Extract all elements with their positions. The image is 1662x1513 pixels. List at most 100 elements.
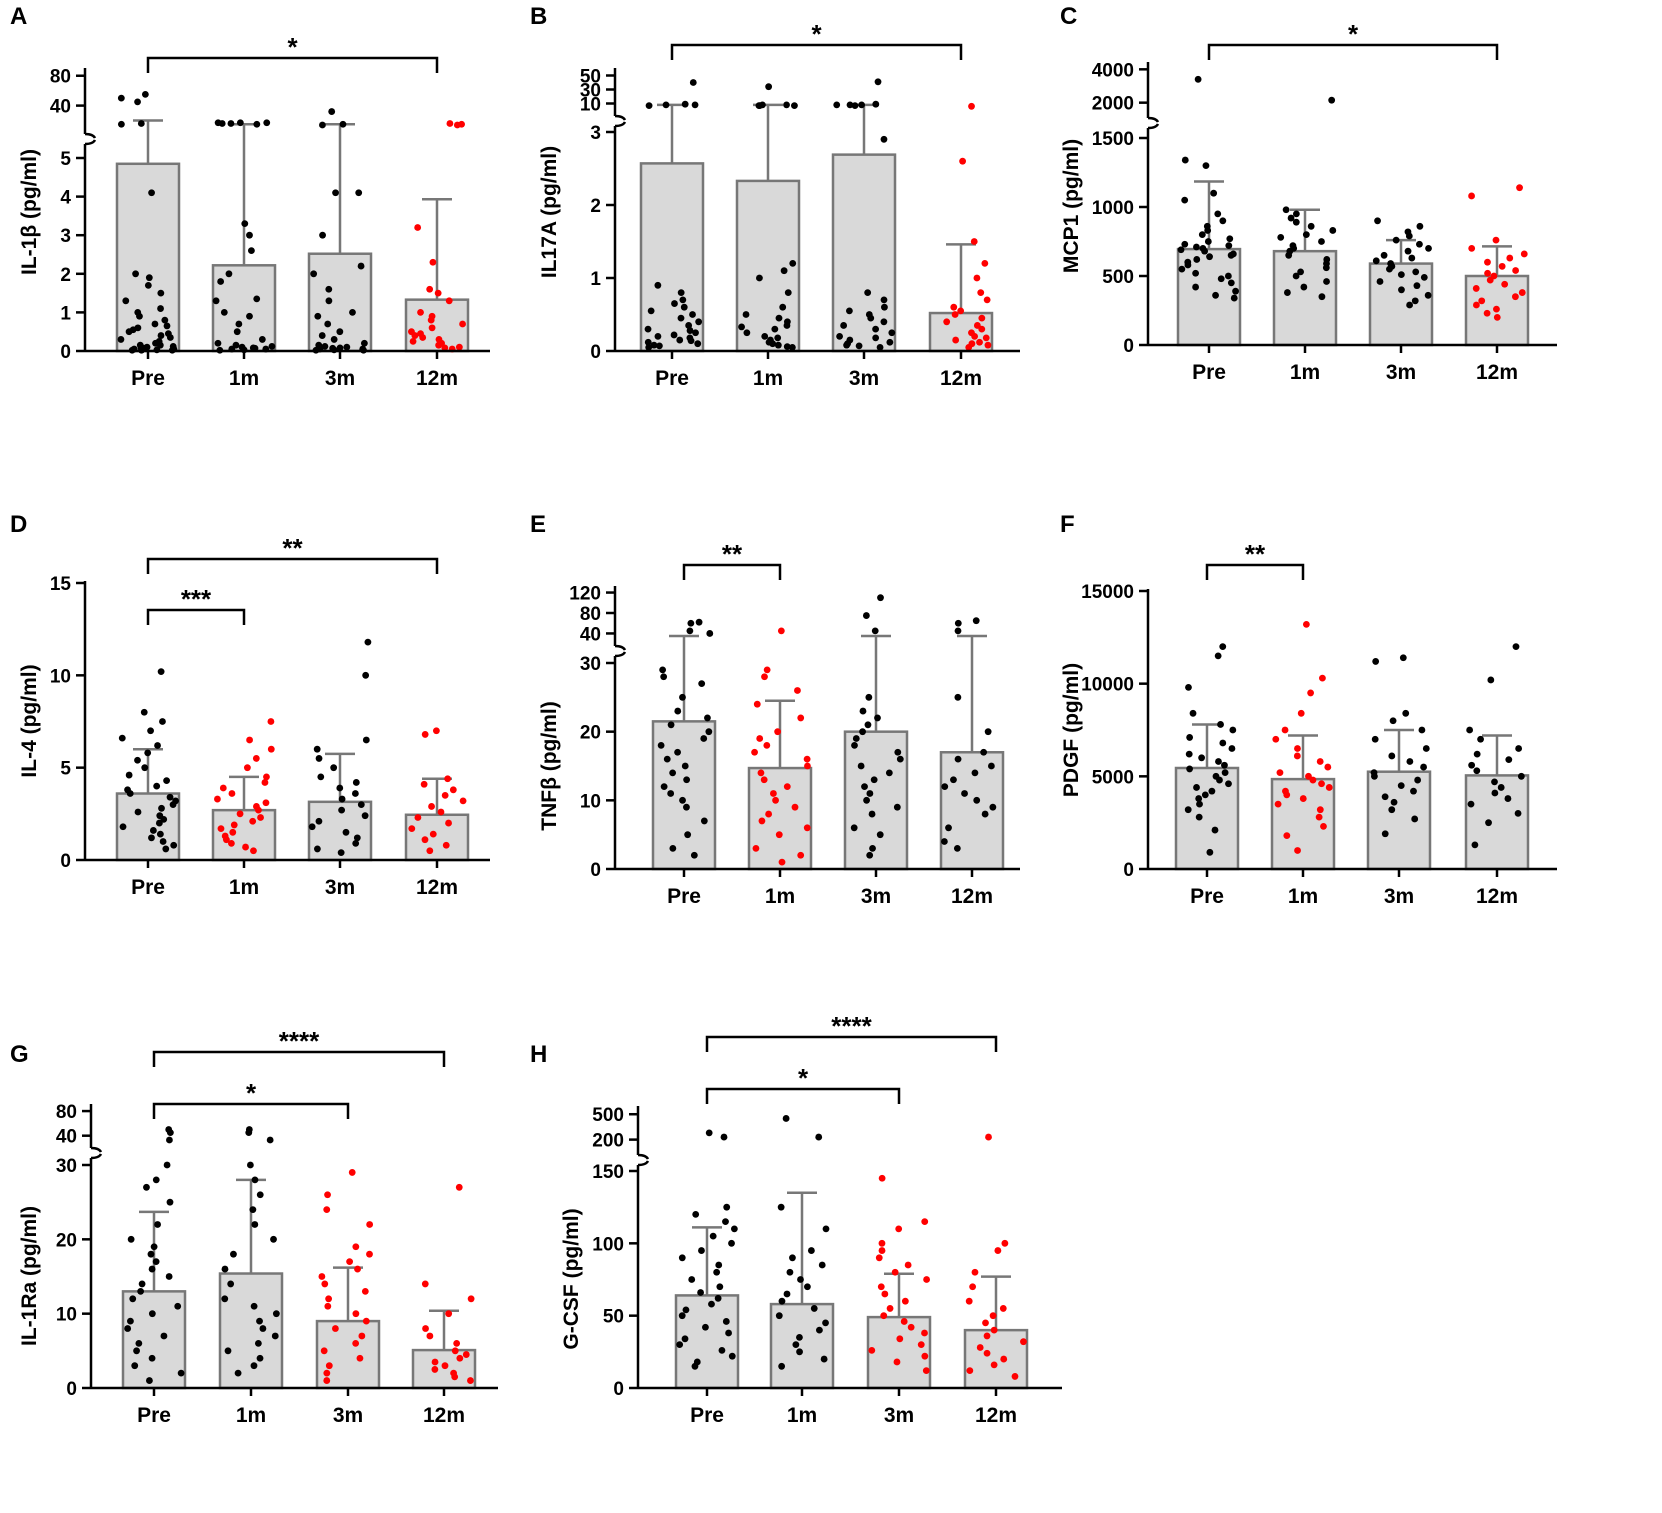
data-point [864,289,872,296]
data-point [757,769,765,777]
data-point [174,1302,182,1310]
axis-break [1147,116,1160,123]
data-point [152,1176,160,1184]
data-point [361,1287,369,1295]
data-point [249,344,257,352]
y-tick-label: 0 [1123,336,1134,357]
data-point [143,343,151,351]
data-point [318,332,326,339]
y-tick-label: 10 [580,95,601,116]
data-point [310,270,318,278]
data-point [663,755,671,763]
data-point [133,1347,140,1355]
significance-label: * [1348,19,1359,49]
data-point [953,845,961,852]
data-point [686,334,694,342]
data-point [970,238,978,245]
data-point [778,1362,786,1370]
data-point [166,1198,174,1206]
data-point [681,1335,689,1343]
data-point [921,1218,929,1226]
data-point [161,316,169,324]
y-tick-label: 10 [580,791,601,812]
x-tick-label: 3m [325,367,355,390]
data-point [360,339,368,347]
data-point [1411,815,1419,823]
data-point [364,638,372,646]
y-tick-label: 2 [590,196,601,217]
data-point [1201,791,1209,799]
y-tick-label: 500 [592,1105,624,1126]
data-point [684,831,692,839]
data-point [761,333,769,340]
data-point [1318,780,1325,788]
data-point [1372,257,1380,265]
data-point [981,260,989,267]
data-point [1206,253,1213,261]
data-point [1416,222,1424,230]
data-point [160,1332,168,1340]
data-point [144,749,152,757]
data-point [796,1348,803,1356]
data-point [271,1332,279,1340]
data-point [253,120,261,128]
data-point [797,714,805,722]
data-point [1224,272,1232,280]
data-point [657,742,665,749]
data-point [117,94,125,102]
data-point [1221,769,1229,777]
data-point [810,1305,818,1312]
y-tick-label: 5 [60,149,71,170]
data-point [248,247,255,255]
data-point [713,1268,721,1276]
data-point [877,1283,885,1291]
data-point [1516,184,1523,192]
data-point [763,666,771,674]
y-axis-label: IL-1Ra (pg/ml) [18,1206,41,1346]
data-point [683,803,690,811]
data-point [163,1161,171,1169]
y-tick-label: 50 [580,67,601,88]
data-point [1225,780,1232,788]
data-point [154,1221,161,1228]
data-point [217,278,225,285]
data-point [362,1317,370,1325]
data-point [1490,272,1498,280]
data-point [767,336,774,344]
x-tick-label: 12m [940,367,982,390]
data-point [859,707,867,715]
data-point [220,309,228,316]
data-point [250,847,257,855]
data-point [1294,847,1301,854]
data-point [159,718,166,725]
data-point [851,742,858,749]
significance-label: *** [181,584,212,614]
data-point [954,627,962,635]
data-point [777,627,785,635]
data-point [450,1369,457,1377]
data-point [236,810,244,818]
data-point [1418,726,1426,734]
data-point [1178,265,1186,273]
data-point [679,796,686,804]
data-point [1297,709,1305,717]
data-point [706,630,714,637]
data-point [166,793,174,801]
x-tick-label: 1m [787,1404,817,1427]
data-point [1227,279,1235,287]
data-point [758,817,766,825]
data-point [917,1341,925,1348]
data-point [1309,776,1317,784]
data-point [680,303,688,311]
x-tick-label: 1m [229,876,259,899]
data-point [321,342,329,350]
data-point [362,671,370,679]
y-tick-label: 1500 [1092,129,1134,150]
data-point [1192,283,1199,291]
data-point [246,312,253,320]
y-tick-label: 1 [60,303,71,324]
data-point [709,1232,717,1240]
data-point [323,1206,331,1213]
data-point [1001,1239,1009,1247]
